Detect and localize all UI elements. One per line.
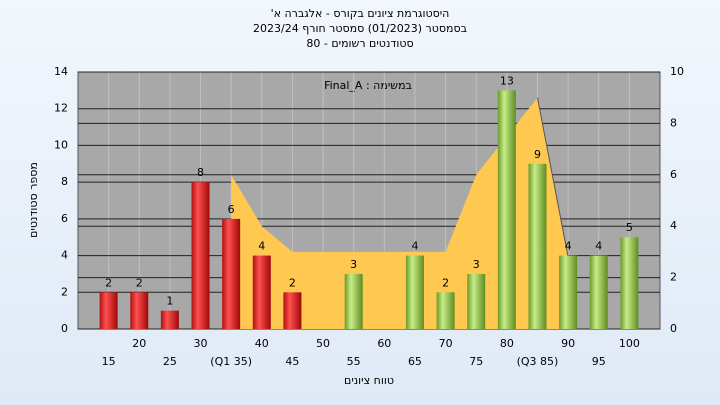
- bar: [344, 273, 363, 329]
- data-label: 13: [500, 74, 514, 87]
- x-tick-label: 95: [592, 355, 606, 368]
- y-tick-label: 10: [54, 138, 68, 151]
- bar: [222, 218, 241, 329]
- bar: [405, 255, 424, 329]
- y-tick-label: 0: [61, 322, 68, 335]
- data-label: 3: [473, 258, 480, 271]
- data-label: 4: [565, 240, 572, 253]
- data-label: 6: [228, 203, 235, 216]
- x-tick-label: 40: [255, 337, 269, 350]
- x-axis-label: טווח ציונים: [344, 374, 394, 387]
- x-tick-label: 80: [500, 337, 514, 350]
- bar: [467, 273, 486, 329]
- area: [231, 97, 569, 329]
- y2-tick-label: 10: [670, 65, 684, 78]
- y2-tick-label: 0: [670, 322, 677, 335]
- data-label: 9: [534, 148, 541, 161]
- y-axis-label: מספר סטודנטים: [27, 162, 40, 238]
- bar: [99, 292, 118, 329]
- y-tick-label: 2: [61, 285, 68, 298]
- data-label: 3: [350, 258, 357, 271]
- y2-tick-label: 8: [670, 116, 677, 129]
- y-tick-label: 12: [54, 102, 68, 115]
- x-tick-label: 65: [408, 355, 422, 368]
- bar: [559, 255, 578, 329]
- chart-title: היסטוגרמת ציונים בקורס - אלגברה א': [271, 7, 450, 20]
- chart-subtitle: סטודנטים רשומים - 80: [306, 37, 413, 50]
- x-tick-label: 70: [439, 337, 453, 350]
- x-tick-label: 75: [469, 355, 483, 368]
- chart-subtitle: בסמסטר (01/2023) סמסטר חורף 2023/24: [253, 22, 467, 35]
- bar: [283, 292, 302, 329]
- data-label: 5: [626, 221, 633, 234]
- data-label: 1: [166, 295, 173, 308]
- data-label: 4: [258, 240, 265, 253]
- data-label: 8: [197, 166, 204, 179]
- y-tick-label: 8: [61, 175, 68, 188]
- bar: [528, 163, 547, 329]
- x-tick-label: 45: [285, 355, 299, 368]
- y-tick-label: 6: [61, 212, 68, 225]
- bar: [497, 90, 516, 329]
- y-tick-label: 14: [54, 65, 68, 78]
- x-tick-label: 50: [316, 337, 330, 350]
- x-tick-label: (Q3 85): [517, 355, 559, 368]
- x-tick-label: 20: [132, 337, 146, 350]
- y2-tick-label: 4: [670, 219, 677, 232]
- y2-tick-label: 6: [670, 168, 677, 181]
- x-tick-label: 30: [194, 337, 208, 350]
- bar: [252, 255, 271, 329]
- y2-tick-label: 2: [670, 271, 677, 284]
- x-tick-label: (Q1 35): [210, 355, 252, 368]
- data-label: 2: [289, 276, 296, 289]
- data-label: 2: [105, 276, 112, 289]
- bar: [620, 237, 639, 329]
- annotation: במשימה : Final_A: [324, 79, 412, 92]
- bar: [589, 255, 608, 329]
- data-label: 4: [595, 240, 602, 253]
- x-tick-label: 15: [102, 355, 116, 368]
- area-edge: [536, 97, 569, 258]
- data-label: 2: [442, 276, 449, 289]
- x-tick-label: 90: [561, 337, 575, 350]
- x-tick-label: 100: [619, 337, 640, 350]
- y-tick-label: 4: [61, 249, 68, 262]
- x-tick-label: 60: [377, 337, 391, 350]
- x-tick-label: 25: [163, 355, 177, 368]
- bar: [191, 182, 210, 329]
- bar: [436, 292, 455, 329]
- bar: [130, 292, 149, 329]
- x-tick-label: 55: [347, 355, 361, 368]
- bar: [160, 310, 179, 329]
- data-label: 2: [136, 276, 143, 289]
- data-label: 4: [411, 240, 418, 253]
